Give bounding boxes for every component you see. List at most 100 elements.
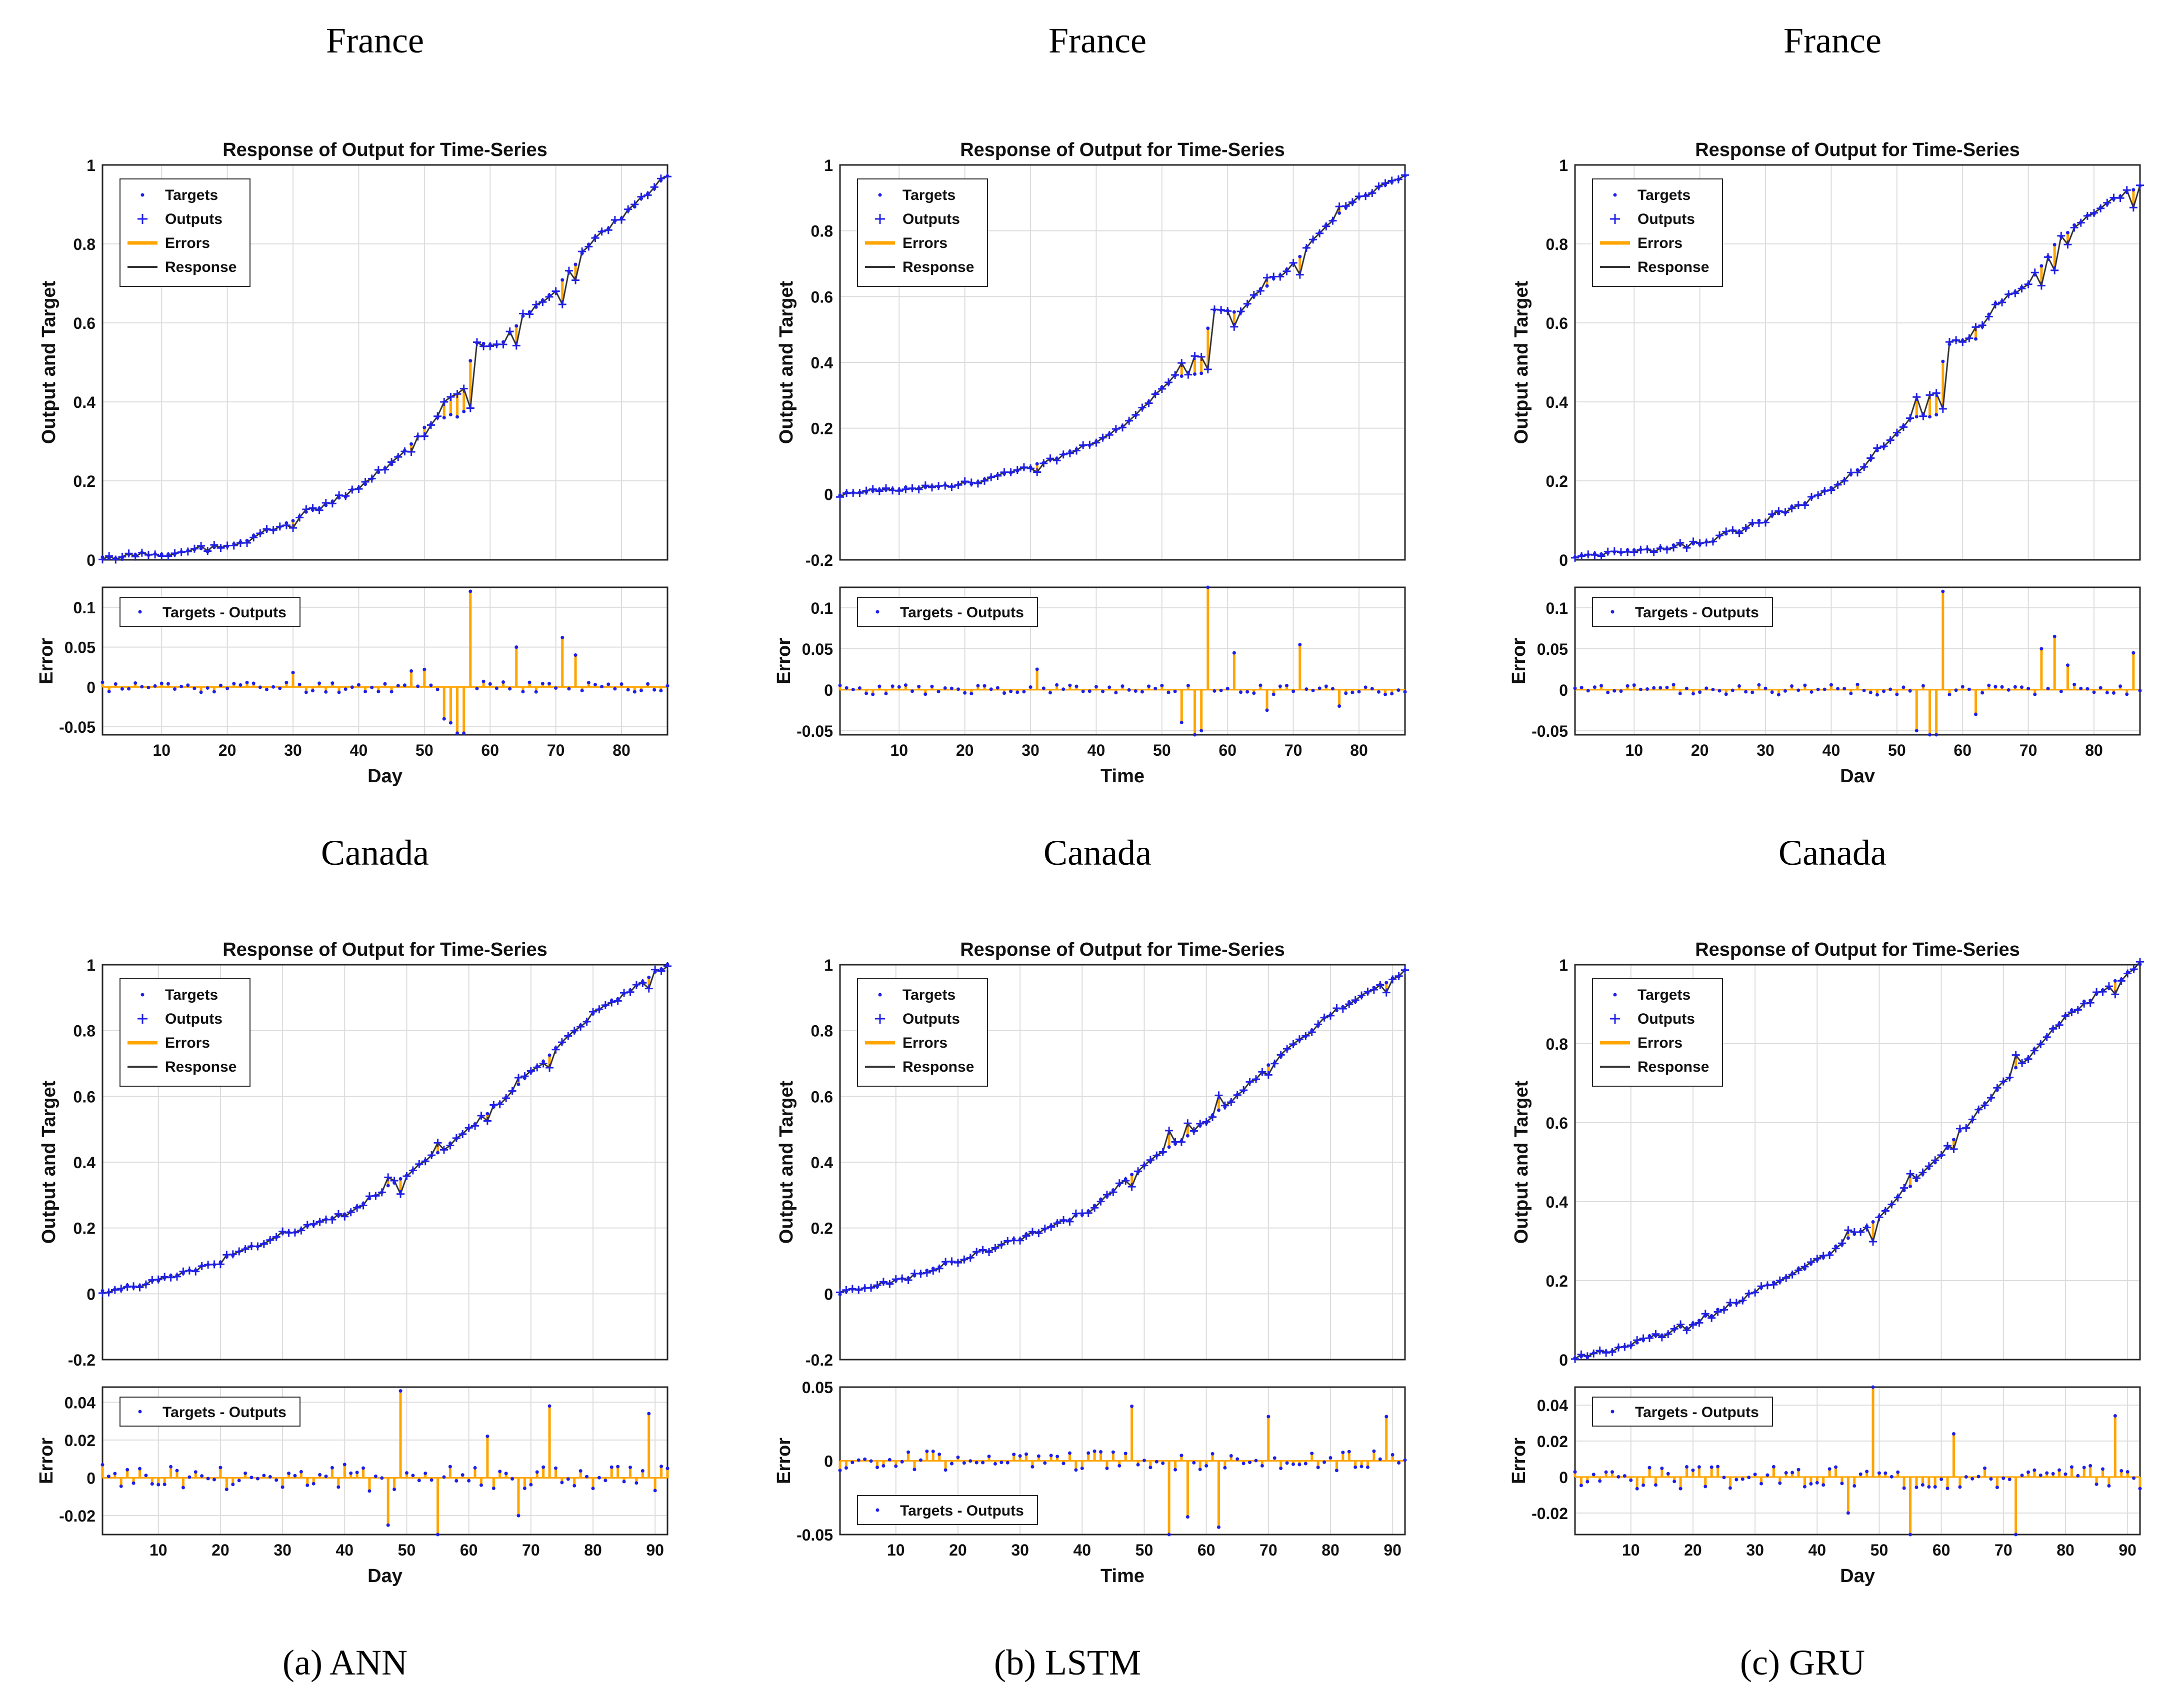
error-point [529, 1483, 533, 1487]
error-point [1223, 1466, 1227, 1470]
legend-entry: Outputs [165, 211, 222, 227]
error-point [107, 689, 111, 693]
output-point [440, 398, 448, 406]
target-point [1081, 444, 1085, 448]
target-point [574, 262, 578, 266]
error-point [956, 1455, 960, 1459]
target-point [1285, 1047, 1289, 1051]
error-point [1009, 689, 1013, 693]
error-point [2082, 1466, 2086, 1470]
error-point [1258, 683, 1262, 687]
err-y-tick-label: -0.02 [59, 1507, 96, 1525]
error-point [1836, 687, 1840, 691]
target-point [2014, 1066, 2018, 1070]
target-point [2070, 1008, 2074, 1012]
error-point [330, 1466, 334, 1470]
err-y-tick-label: 0.04 [1537, 1397, 1568, 1415]
target-point [1783, 511, 1787, 515]
target-point [1114, 428, 1118, 432]
target-point [904, 485, 908, 489]
legend-targets-marker [140, 993, 144, 997]
target-point [1242, 1089, 1246, 1093]
output-point [1296, 270, 1304, 279]
error-point [2026, 687, 2030, 691]
error-point [522, 1486, 526, 1490]
x-tick-label: 40 [1073, 1541, 1091, 1559]
error-point [1877, 1471, 1881, 1475]
error-point [1849, 691, 1853, 695]
target-point [156, 1279, 160, 1283]
error-point [1081, 689, 1085, 693]
target-point [1684, 545, 1688, 549]
x-tick-label: 10 [1622, 1541, 1640, 1559]
y-axis-label: Output and Target [776, 1080, 797, 1244]
y-tick-label: 1 [86, 956, 96, 974]
y-tick-label: 0.8 [1546, 1035, 1568, 1053]
error-point [376, 690, 380, 694]
error-point [1684, 686, 1688, 690]
output-point [483, 1117, 492, 1125]
target-point [1648, 1334, 1652, 1338]
error-point [1652, 686, 1656, 690]
x-tick-label: 80 [1350, 741, 1368, 759]
target-point [1022, 466, 1026, 470]
error-point [2072, 682, 2076, 686]
error-point [467, 1479, 471, 1483]
error-point [181, 1486, 185, 1490]
output-point [644, 984, 653, 993]
legend-entry: Targets [1638, 187, 1690, 203]
target-point [956, 483, 960, 487]
error-point [1118, 1464, 1122, 1468]
error-point [1648, 1466, 1652, 1470]
error-point [442, 717, 446, 721]
target-point [2132, 968, 2136, 972]
x-tick-label: 60 [1198, 1541, 1216, 1559]
x-tick-label: 10 [1625, 741, 1643, 759]
target-point [1210, 1114, 1214, 1118]
target-point [628, 988, 632, 992]
error-point [1212, 689, 1216, 693]
legend-entry: Outputs [165, 1011, 222, 1027]
target-point [169, 1274, 173, 1278]
output-point [514, 1074, 522, 1082]
target-point [1638, 547, 1642, 551]
error-point [274, 1478, 278, 1482]
target-point [2107, 986, 2111, 990]
error-point [660, 1465, 664, 1469]
error-point [1236, 1457, 1240, 1461]
target-point [398, 1177, 402, 1181]
error-point [1790, 684, 1794, 688]
panel-caption: (c) GRU [1740, 1643, 1865, 1683]
error-point [1796, 1468, 1800, 1472]
target-point [2008, 1076, 2012, 1080]
error-point [1646, 687, 1650, 691]
err-y-tick-label: 0 [1559, 1469, 1568, 1487]
legend-entry: Targets [165, 187, 218, 203]
error-point [488, 682, 492, 686]
error-point [1167, 1533, 1171, 1537]
error-point [410, 669, 414, 673]
target-point [134, 553, 138, 557]
error-point [1921, 684, 1925, 688]
error-point [1933, 1485, 1937, 1489]
error-point [600, 685, 604, 689]
err-legend-marker [138, 1410, 142, 1414]
target-point [212, 1263, 216, 1267]
error-point [666, 1467, 670, 1471]
error-point [256, 1477, 260, 1481]
target-point [356, 486, 360, 490]
target-point [1334, 1008, 1338, 1012]
target-point [231, 1254, 235, 1258]
error-point [878, 684, 882, 688]
target-point [560, 278, 564, 282]
target-point [278, 525, 282, 529]
y-tick-label: -0.2 [806, 551, 833, 569]
error-point [1216, 1525, 1220, 1529]
err-y-axis-label: Error [774, 1438, 794, 1484]
error-point [567, 687, 571, 691]
error-point [417, 1479, 421, 1483]
y-tick-label: 0.2 [1546, 1272, 1568, 1290]
target-point [554, 1046, 558, 1050]
target-point [153, 552, 157, 556]
x-axis-label: Time [1100, 766, 1144, 787]
